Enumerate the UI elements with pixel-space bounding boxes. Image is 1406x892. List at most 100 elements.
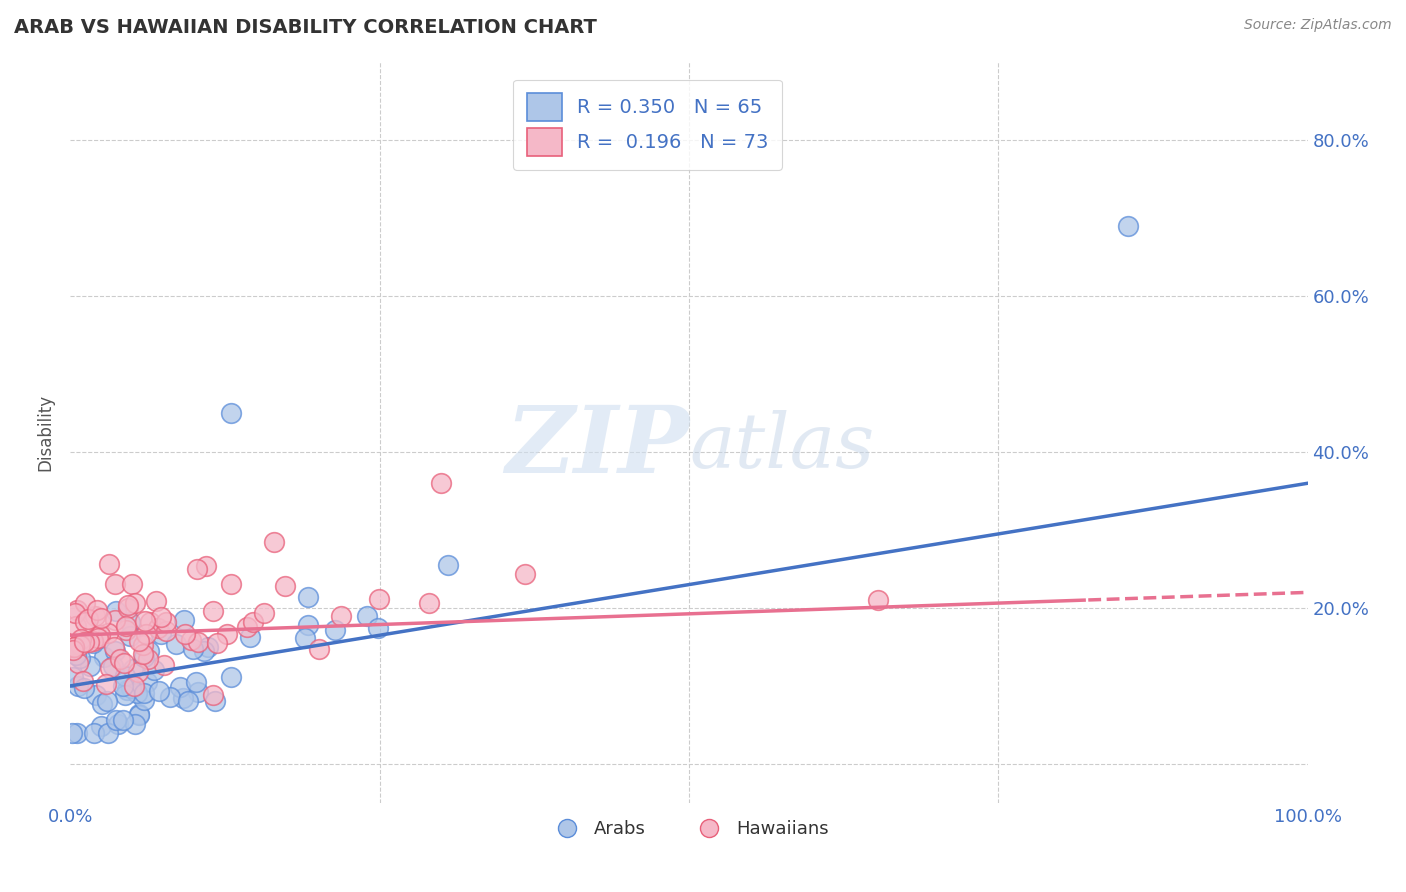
Point	[242, 615, 264, 630]
Point	[90, 611, 112, 625]
Point	[105, 604, 128, 618]
Point	[173, 613, 195, 627]
Point	[138, 644, 160, 658]
Point	[79, 658, 101, 673]
Point	[124, 596, 146, 610]
Y-axis label: Disability: Disability	[37, 394, 55, 471]
Point	[84, 688, 107, 702]
Point	[114, 624, 136, 638]
Point	[105, 713, 128, 727]
Point	[136, 651, 159, 665]
Point	[219, 406, 242, 420]
Point	[172, 690, 194, 705]
Point	[132, 647, 155, 661]
Point	[118, 629, 141, 643]
Point	[103, 658, 125, 673]
Point	[187, 635, 209, 649]
Point	[104, 643, 127, 657]
Point	[77, 612, 100, 626]
Point	[132, 685, 155, 699]
Point	[114, 688, 136, 702]
Point	[112, 656, 135, 670]
Point	[177, 694, 200, 708]
Point	[69, 632, 91, 647]
Point	[66, 603, 89, 617]
Point	[107, 717, 129, 731]
Point	[104, 613, 127, 627]
Point	[368, 591, 391, 606]
Text: atlas: atlas	[689, 410, 875, 484]
Point	[73, 635, 96, 649]
Point	[132, 649, 155, 664]
Point	[204, 694, 226, 708]
Point	[159, 690, 181, 704]
Point	[63, 640, 86, 655]
Point	[97, 725, 120, 739]
Point	[82, 634, 104, 648]
Point	[65, 619, 87, 633]
Point	[201, 688, 224, 702]
Point	[121, 577, 143, 591]
Point	[62, 643, 84, 657]
Point	[148, 621, 170, 635]
Point	[128, 707, 150, 722]
Point	[66, 725, 89, 739]
Point	[221, 670, 243, 684]
Point	[128, 708, 150, 723]
Point	[194, 558, 217, 573]
Text: Source: ZipAtlas.com: Source: ZipAtlas.com	[1244, 18, 1392, 32]
Point	[66, 656, 89, 670]
Point	[115, 619, 138, 633]
Point	[60, 725, 83, 739]
Point	[120, 681, 142, 695]
Point	[155, 624, 177, 639]
Point	[73, 681, 96, 695]
Point	[323, 623, 346, 637]
Point	[263, 535, 285, 549]
Point	[69, 650, 91, 665]
Point	[73, 615, 96, 629]
Point	[148, 684, 170, 698]
Point	[356, 609, 378, 624]
Point	[72, 673, 94, 688]
Point	[143, 663, 166, 677]
Point	[253, 607, 276, 621]
Point	[83, 725, 105, 739]
Point	[215, 627, 238, 641]
Point	[152, 657, 174, 672]
Point	[63, 640, 86, 654]
Point	[62, 670, 84, 684]
Point	[97, 626, 120, 640]
Point	[155, 615, 177, 630]
Point	[184, 674, 207, 689]
Point	[186, 685, 208, 699]
Point	[150, 610, 173, 624]
Point	[103, 640, 125, 654]
Point	[86, 602, 108, 616]
Point	[93, 649, 115, 664]
Point	[128, 634, 150, 648]
Point	[66, 679, 89, 693]
Point	[77, 635, 100, 649]
Point	[104, 577, 127, 591]
Point	[112, 680, 135, 694]
Point	[117, 683, 139, 698]
Point	[193, 643, 215, 657]
Point	[308, 642, 330, 657]
Point	[138, 615, 160, 630]
Point	[89, 628, 111, 642]
Point	[94, 677, 117, 691]
Point	[219, 576, 242, 591]
Point	[135, 626, 157, 640]
Point	[98, 661, 121, 675]
Point	[65, 606, 87, 620]
Point	[117, 598, 139, 612]
Point	[1116, 219, 1139, 233]
Point	[69, 638, 91, 652]
Point	[127, 665, 149, 679]
Point	[90, 719, 112, 733]
Point	[180, 632, 202, 647]
Legend: Arabs, Hawaiians: Arabs, Hawaiians	[541, 814, 837, 846]
Point	[186, 562, 208, 576]
Point	[868, 592, 890, 607]
